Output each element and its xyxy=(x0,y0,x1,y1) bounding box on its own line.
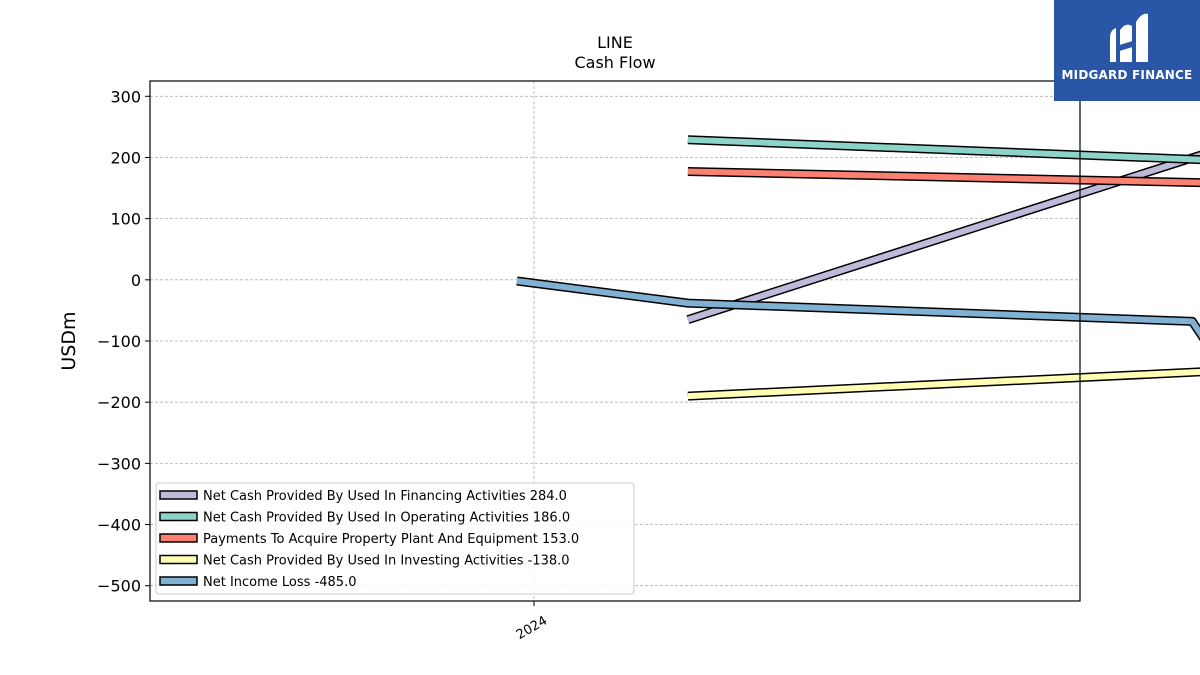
series-line-net-income-loss xyxy=(516,278,1200,339)
y-tick-label: 200 xyxy=(110,148,141,167)
legend-swatch xyxy=(159,554,198,565)
y-tick-label: −100 xyxy=(97,332,141,351)
y-tick-label: −300 xyxy=(97,454,141,473)
y-tick-label: −400 xyxy=(97,516,141,535)
chart-subtitle: Cash Flow xyxy=(574,53,655,72)
series-line-payments-to-acquire-property-plant-and-equipment xyxy=(687,168,1200,186)
x-tick-label: 2024 xyxy=(514,613,550,643)
legend-label: Net Cash Provided By Used In Financing A… xyxy=(203,489,567,504)
legend-label: Net Cash Provided By Used In Investing A… xyxy=(203,554,570,569)
legend-swatch xyxy=(159,533,198,543)
series-line-net-cash-provided-by-used-in-financing-activities xyxy=(686,152,1200,323)
y-tick-label: 300 xyxy=(110,87,141,106)
legend-box xyxy=(155,482,635,595)
company-logo: MIDGARD FINANCE xyxy=(1054,0,1200,101)
y-tick-label: 100 xyxy=(110,210,141,229)
y-axis-label: USDm xyxy=(58,311,80,370)
legend-label: Net Income Loss -485.0 xyxy=(203,575,356,590)
legend-label: Net Cash Provided By Used In Operating A… xyxy=(203,511,570,526)
y-tick-label: −500 xyxy=(97,577,141,596)
legend-swatch xyxy=(159,490,198,500)
series-outline-net-cash-provided-by-used-in-financing-activities xyxy=(686,150,1200,324)
x-axis-tick: 2024 xyxy=(514,601,550,643)
y-tick-label: 0 xyxy=(131,271,141,290)
legend: Net Cash Provided By Used In Financing A… xyxy=(155,482,635,595)
series-line-net-cash-provided-by-used-in-investing-activities xyxy=(687,368,1200,400)
y-axis-ticks: 300 200 100 0 −100 −200 −300 −400 −500 xyxy=(97,87,150,596)
y-tick-label: −200 xyxy=(97,393,141,412)
legend-label: Payments To Acquire Property Plant And E… xyxy=(203,532,579,547)
chart-title: LINE xyxy=(597,33,633,52)
logo-mark-icon xyxy=(1110,13,1148,63)
series-line-net-cash-provided-by-used-in-operating-activities xyxy=(687,136,1200,163)
logo-text: MIDGARD FINANCE xyxy=(1061,68,1193,82)
series-lines xyxy=(516,135,1200,401)
legend-swatch xyxy=(159,511,198,522)
legend-swatch xyxy=(159,576,198,586)
